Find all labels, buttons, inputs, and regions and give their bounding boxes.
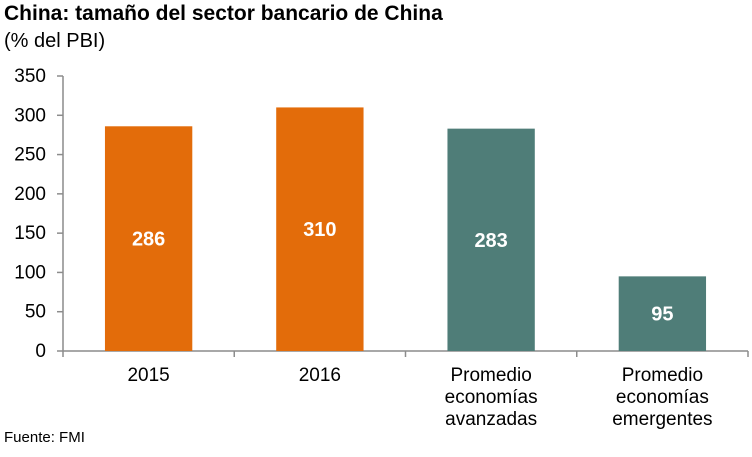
- x-category-label: Promedio economías avanzadas: [445, 365, 538, 430]
- source-note: Fuente: FMI: [4, 429, 85, 446]
- y-tick-label: 300: [14, 105, 46, 126]
- y-tick-label: 0: [35, 341, 46, 362]
- chart-subtitle: (% del PBI): [4, 30, 106, 52]
- x-category-label: 2016: [299, 365, 341, 386]
- x-category-label: Promedio economías emergentes: [612, 365, 712, 430]
- chart-title: China: tamaño del sector bancario de Chi…: [4, 2, 443, 25]
- bar-value-label: 283: [474, 230, 507, 252]
- bar-value-label: 310: [303, 219, 336, 241]
- y-tick-label: 250: [14, 145, 46, 166]
- y-tick-label: 150: [14, 223, 46, 244]
- x-category-label: 2015: [127, 365, 169, 386]
- y-tick-label: 350: [14, 66, 46, 87]
- y-tick-label: 200: [14, 184, 46, 205]
- bar: [618, 276, 707, 351]
- y-tick-label: 100: [14, 262, 46, 283]
- bar: [104, 126, 193, 352]
- bar-value-label: 95: [651, 304, 673, 326]
- bar: [276, 107, 364, 351]
- bar-value-label: 286: [132, 229, 165, 251]
- y-tick-label: 50: [25, 302, 46, 323]
- bar: [447, 128, 535, 351]
